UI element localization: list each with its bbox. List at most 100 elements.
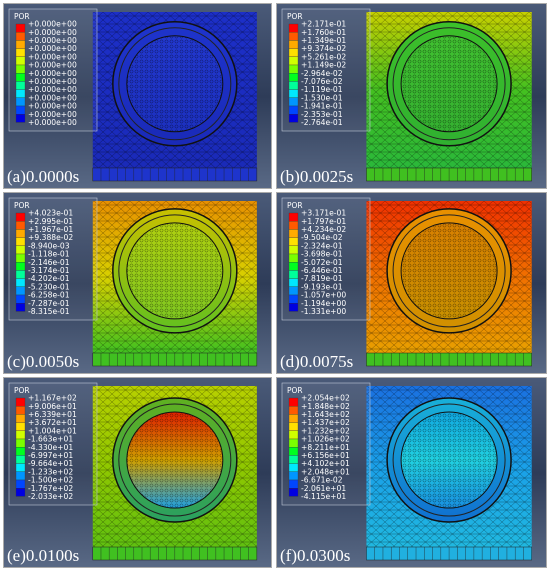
legend-swatch xyxy=(288,270,299,279)
legend-swatch xyxy=(288,48,299,57)
legend-value: -1.118e-01 xyxy=(28,250,70,259)
legend-swatch xyxy=(288,488,299,497)
panel-view: POR+2.171e-01+1.760e-01+1.349e-01+9.374e… xyxy=(277,4,546,188)
legend-value: -9.193e-01 xyxy=(301,282,343,291)
legend-value: +0.000e+00 xyxy=(28,118,77,127)
result-panel: POR +0.000e+00 +0.000e+00 +0.000e+00 +0.000e… xyxy=(3,3,272,189)
legend-swatch xyxy=(15,56,26,66)
legend-swatch xyxy=(15,430,26,440)
legend-value: +0.000e+00 xyxy=(28,52,77,61)
legend-value: +0.000e+00 xyxy=(28,28,77,37)
legend-value: +0.000e+00 xyxy=(28,69,77,78)
legend-swatch xyxy=(288,294,299,304)
legend-value: -1.663e+01 xyxy=(28,435,73,444)
legend-value: +4.234e-02 xyxy=(301,225,346,234)
legend-swatch xyxy=(15,488,26,497)
legend-value: +1.349e-01 xyxy=(301,36,346,45)
legend-value: -4.115e+01 xyxy=(301,492,346,501)
legend-swatch xyxy=(288,303,299,312)
legend-swatch xyxy=(15,463,26,472)
legend-value: -2.353e-01 xyxy=(301,110,343,119)
legend-value: -7.819e-01 xyxy=(301,274,343,283)
pipe-ring xyxy=(118,214,232,328)
legend-value: +0.000e+00 xyxy=(28,85,77,94)
legend-swatch xyxy=(15,479,26,489)
particle-mesh xyxy=(401,222,498,319)
legend-swatch xyxy=(15,447,26,456)
legend-value: -6.671e-02 xyxy=(301,476,343,485)
legend-value: -2.964e-02 xyxy=(301,69,343,78)
legend-value: -1.233e+02 xyxy=(28,467,73,476)
legend-swatch xyxy=(15,397,26,407)
legend-value: +3.171e-01 xyxy=(301,209,346,218)
legend-swatch xyxy=(15,212,26,222)
legend-swatch xyxy=(288,463,299,472)
legend-swatch xyxy=(288,221,299,230)
particle-mesh xyxy=(126,412,223,509)
legend-value: +9.374e-02 xyxy=(301,44,346,53)
legend-value: -1.194e+00 xyxy=(301,299,346,308)
legend-value: +1.149e-02 xyxy=(301,61,346,70)
legend-swatch xyxy=(288,40,299,49)
legend-swatch xyxy=(288,23,299,33)
legend-value: +0.000e+00 xyxy=(28,93,77,102)
particle-mesh xyxy=(401,412,498,509)
legend-swatch xyxy=(288,64,299,74)
legend-value: +9.388e-02 xyxy=(28,233,73,242)
legend-swatch xyxy=(288,278,299,287)
legend: POR+0.000e+00+0.000e+00+0.000e+00+0.000e… xyxy=(8,8,98,132)
legend-value: -1.941e-01 xyxy=(301,102,343,111)
legend-swatch xyxy=(15,270,26,279)
legend-swatch xyxy=(288,406,299,415)
legend-value: +4.102e+01 xyxy=(301,459,350,468)
result-panel: POR +2.171e-01 +1.760e-01 +1.349e-01 +9.374e… xyxy=(276,3,547,189)
legend-swatch xyxy=(288,237,299,246)
legend-swatch xyxy=(15,455,26,464)
legend-value: +0.000e+00 xyxy=(28,20,77,29)
panel-label: (d)0.0075s xyxy=(280,352,353,371)
legend-value: +8.211e+01 xyxy=(301,443,350,452)
legend-value: +0.000e+00 xyxy=(28,102,77,111)
legend-value: +2.995e-01 xyxy=(28,217,73,226)
legend-swatch xyxy=(288,430,299,440)
legend-swatch xyxy=(15,229,26,238)
panel-view: POR+0.000e+00+0.000e+00+0.000e+00+0.000e… xyxy=(4,4,271,188)
legend-swatch xyxy=(288,229,299,238)
legend-value: -2.146e-01 xyxy=(28,258,70,267)
legend-swatch xyxy=(15,48,26,57)
legend-title: POR xyxy=(14,386,30,395)
legend-value: -4.330e+01 xyxy=(28,443,73,452)
legend-swatch xyxy=(15,262,26,271)
result-panel: POR +2.054e+02 +1.848e+02 +1.643e+02 +1.437e… xyxy=(276,377,547,568)
legend-value: -6.446e-01 xyxy=(301,266,343,275)
legend-swatch xyxy=(288,262,299,271)
legend-title: POR xyxy=(14,12,30,21)
legend-value: +1.004e+01 xyxy=(28,426,77,435)
legend-title: POR xyxy=(287,12,303,21)
legend-value: +9.006e+01 xyxy=(28,402,77,411)
legend-swatch xyxy=(288,212,299,222)
legend-swatch xyxy=(288,32,299,41)
particle-mesh xyxy=(126,35,223,132)
legend-value: +0.000e+00 xyxy=(28,77,77,86)
legend-swatch xyxy=(288,89,299,98)
legend-swatch xyxy=(15,278,26,287)
pipe-ring xyxy=(392,27,506,141)
legend-title: POR xyxy=(287,386,303,395)
legend-swatch xyxy=(15,286,26,296)
legend-value: +1.760e-01 xyxy=(301,28,346,37)
legend-value: -7.076e-02 xyxy=(301,77,343,86)
legend-swatch xyxy=(15,406,26,415)
legend-value: +0.000e+00 xyxy=(28,44,77,53)
legend: POR+2.171e-01+1.760e-01+1.349e-01+9.374e… xyxy=(281,8,371,132)
legend-swatch xyxy=(288,245,299,255)
legend-swatch xyxy=(15,73,26,82)
legend-value: +2.048e+01 xyxy=(301,467,350,476)
legend-swatch xyxy=(15,32,26,41)
legend-value: +2.171e-01 xyxy=(301,20,346,29)
pipe-ring xyxy=(118,27,232,141)
legend-swatch xyxy=(15,294,26,304)
legend-value: -1.331e+00 xyxy=(301,307,346,316)
legend-value: -9.664e+01 xyxy=(28,459,73,468)
